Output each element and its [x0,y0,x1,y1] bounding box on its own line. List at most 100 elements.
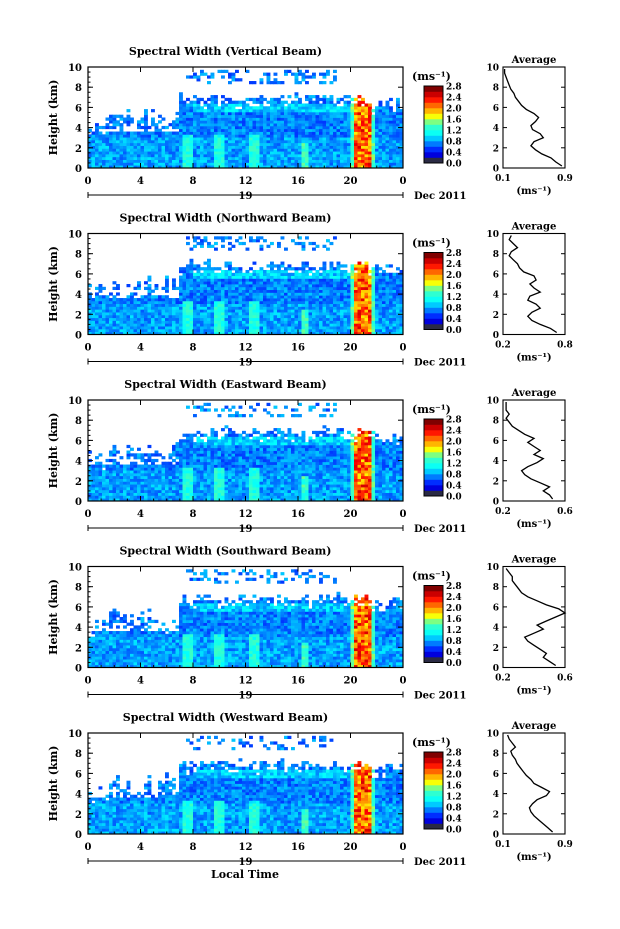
heatmap-cell [210,244,215,248]
heatmap-cell [168,475,173,479]
heatmap-cell [378,145,383,149]
heatmap-cell [179,95,183,99]
heatmap-cell [200,109,204,113]
heatmap-cell [189,320,194,324]
heatmap-cell [354,162,358,166]
heatmap-cell [193,442,197,446]
heatmap-cell [280,131,285,135]
heatmap-cell [210,458,215,463]
heatmap-cell [347,151,351,155]
heatmap-cell [224,264,229,268]
heatmap-cell [287,289,292,293]
heatmap-cell [137,331,141,335]
heatmap-cell [378,303,383,307]
heatmap-cell [364,298,369,302]
heatmap-cell [189,162,194,166]
heatmap-cell [179,475,183,479]
heatmap-cell [333,125,337,130]
y-tick-label: 2 [75,310,82,321]
heatmap-cell [147,165,152,169]
heatmap-cell [189,458,194,463]
heatmap-cell [189,286,194,291]
heatmap-cell [308,269,313,274]
heatmap-cell [88,303,92,307]
heatmap-cell [151,467,155,471]
heatmap-cell [249,275,253,279]
heatmap-cell [340,317,344,321]
heatmap-cell [273,125,278,130]
heatmap-cell [182,125,187,130]
heatmap-cell [245,165,250,169]
heatmap-cell [130,331,134,335]
heatmap-cell [196,106,201,110]
heatmap-cell [200,125,204,130]
heatmap-cell [207,442,211,446]
heatmap-cell [158,317,162,321]
heatmap-cell [252,323,257,327]
heatmap-cell [263,162,267,166]
heatmap-cell [228,117,232,121]
heatmap-cell [238,114,243,118]
heatmap-cell [200,286,204,291]
colorbar: (ms⁻¹)0.00.40.81.21.62.02.42.8 [412,237,462,337]
heatmap-cell [224,114,229,118]
heatmap-cell [165,151,169,155]
heatmap-cell [245,123,250,127]
heatmap-cell [175,461,180,465]
heatmap-cell [140,303,145,307]
heatmap-cell [214,433,218,437]
heatmap-cell [88,331,92,335]
heatmap-cell [312,317,316,321]
heatmap-cell [308,275,313,279]
heatmap-cell [312,142,316,146]
heatmap-cell [256,111,260,116]
heatmap-cell [361,278,365,282]
heatmap-cell [301,145,306,149]
heatmap-cell [399,128,404,132]
heatmap-cell [140,472,145,477]
heatmap-cell [193,447,197,451]
heatmap-cell [109,134,113,138]
heatmap-cell [193,470,197,474]
heatmap-cell [361,289,365,293]
heatmap-cell [119,486,124,491]
heatmap-cell [137,309,141,313]
heatmap-cell [200,278,204,282]
heatmap-cell [319,123,323,127]
heatmap-cell [347,292,351,296]
heatmap-cell [123,326,127,330]
heatmap-cell [217,314,222,319]
heatmap-cell [189,75,194,79]
heatmap-cell [326,247,330,251]
heatmap-cell [182,323,187,327]
heatmap-cell [102,464,106,468]
heatmap-cell [168,298,173,302]
heatmap-cell [168,159,173,163]
heatmap-cell [256,239,260,243]
heatmap-cell [333,267,337,271]
heatmap-cell [133,331,138,335]
heatmap-cell [385,284,390,288]
heatmap-cell [186,275,190,279]
heatmap-cell [312,148,316,152]
heatmap-cell [151,145,155,149]
heatmap-cell [210,472,215,477]
heatmap-cell [319,125,323,130]
heatmap-cell [119,323,124,327]
heatmap-cell [378,275,383,279]
heatmap-cell [151,475,155,479]
heatmap-cell [322,328,327,333]
heatmap-cell [91,139,96,144]
heatmap-cell [326,295,330,299]
heatmap-cell [273,81,278,85]
heatmap-cell [193,309,197,313]
heatmap-cell [308,151,313,155]
heatmap-cell [228,120,232,124]
heatmap-cell [315,317,320,321]
profile-y-tick-label: 10 [486,230,499,240]
heatmap-cell [116,142,120,146]
heatmap-cell [357,162,362,166]
heatmap-cell [315,165,320,169]
heatmap-cell [396,165,400,169]
heatmap-cell [252,328,257,333]
